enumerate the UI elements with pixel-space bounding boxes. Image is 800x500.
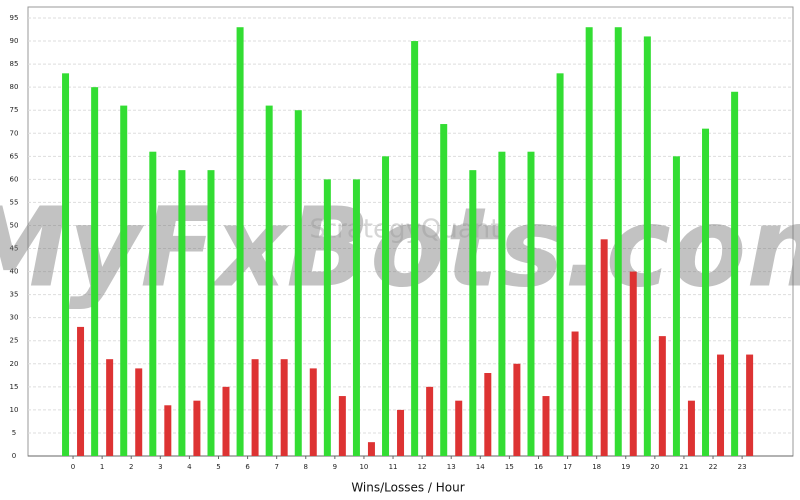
x-tick-label: 12 bbox=[418, 463, 427, 471]
bar bbox=[484, 373, 492, 456]
x-tick-label: 19 bbox=[621, 463, 630, 471]
y-tick-label: 90 bbox=[10, 37, 19, 45]
bar bbox=[77, 326, 85, 456]
y-tick-label: 75 bbox=[10, 106, 19, 114]
bar bbox=[280, 359, 288, 456]
bar bbox=[426, 386, 434, 456]
bar bbox=[352, 179, 360, 457]
bar bbox=[556, 73, 564, 456]
y-tick-label: 35 bbox=[10, 291, 19, 299]
x-tick-label: 2 bbox=[129, 463, 133, 471]
bar bbox=[309, 368, 317, 456]
x-tick-label: 3 bbox=[158, 463, 162, 471]
x-tick-label: 11 bbox=[389, 463, 398, 471]
x-tick-label: 16 bbox=[534, 463, 543, 471]
y-tick-label: 50 bbox=[10, 221, 19, 229]
bar bbox=[527, 151, 535, 456]
bar bbox=[382, 156, 390, 456]
bar bbox=[542, 396, 550, 456]
y-tick-label: 0 bbox=[12, 452, 16, 460]
y-tick-label: 5 bbox=[12, 429, 16, 437]
bar bbox=[323, 179, 331, 457]
x-tick-label: 14 bbox=[476, 463, 485, 471]
bar bbox=[717, 354, 725, 456]
x-tick-label: 1 bbox=[100, 463, 104, 471]
bar bbox=[629, 271, 637, 456]
bar bbox=[236, 27, 244, 457]
y-tick-label: 25 bbox=[10, 337, 19, 345]
bar bbox=[643, 36, 651, 456]
bar bbox=[294, 110, 302, 457]
x-tick-label: 7 bbox=[274, 463, 278, 471]
y-tick-label: 80 bbox=[10, 83, 19, 91]
y-tick-label: 60 bbox=[10, 175, 19, 183]
bar bbox=[440, 124, 448, 456]
y-tick-label: 95 bbox=[10, 14, 19, 22]
y-tick-label: 15 bbox=[10, 383, 19, 391]
y-tick-label: 30 bbox=[10, 314, 19, 322]
bar bbox=[731, 91, 739, 456]
x-tick-label: 21 bbox=[679, 463, 688, 471]
bar bbox=[222, 386, 230, 456]
x-tick-label: 20 bbox=[650, 463, 659, 471]
x-tick-label: 18 bbox=[592, 463, 601, 471]
bar bbox=[469, 170, 477, 456]
y-tick-label: 85 bbox=[10, 60, 19, 68]
bar bbox=[397, 409, 405, 456]
bar bbox=[62, 73, 70, 456]
bar bbox=[455, 400, 463, 456]
bar bbox=[702, 128, 710, 456]
bar bbox=[367, 442, 375, 456]
y-tick-label: 45 bbox=[10, 245, 19, 253]
x-tick-label: 23 bbox=[738, 463, 747, 471]
x-tick-label: 17 bbox=[563, 463, 572, 471]
bar bbox=[106, 359, 114, 456]
bar bbox=[658, 336, 666, 456]
y-tick-label: 20 bbox=[10, 360, 19, 368]
y-tick-label: 40 bbox=[10, 268, 19, 276]
x-tick-label: 4 bbox=[187, 463, 192, 471]
watermark: MyFxBots.com bbox=[0, 183, 800, 311]
x-tick-label: 9 bbox=[333, 463, 337, 471]
x-tick-label: 6 bbox=[245, 463, 250, 471]
bar bbox=[120, 105, 128, 456]
bar bbox=[338, 396, 346, 456]
x-tick-label: 15 bbox=[505, 463, 514, 471]
y-tick-label: 10 bbox=[10, 406, 19, 414]
bar bbox=[178, 170, 186, 456]
bar bbox=[193, 400, 201, 456]
bar bbox=[614, 27, 622, 457]
bar bbox=[164, 405, 172, 456]
y-tick-label: 65 bbox=[10, 152, 19, 160]
x-tick-label: 0 bbox=[71, 463, 75, 471]
bar bbox=[135, 368, 143, 456]
bar bbox=[265, 105, 273, 456]
bar bbox=[672, 156, 680, 456]
y-tick-label: 70 bbox=[10, 129, 19, 137]
bar bbox=[207, 170, 215, 456]
x-tick-label: 13 bbox=[447, 463, 456, 471]
y-tick-label: 55 bbox=[10, 198, 19, 206]
x-tick-label: 5 bbox=[216, 463, 220, 471]
x-tick-label: 8 bbox=[304, 463, 308, 471]
bar bbox=[571, 331, 579, 456]
bar bbox=[498, 151, 506, 456]
bar bbox=[513, 363, 521, 456]
x-axis-label: Wins/Losses / Hour bbox=[351, 481, 464, 495]
bar bbox=[251, 359, 259, 456]
x-tick-label: 22 bbox=[709, 463, 718, 471]
bar bbox=[149, 151, 157, 456]
bar bbox=[91, 87, 99, 456]
bar bbox=[411, 41, 419, 456]
watermark: StrategyQuant bbox=[310, 215, 501, 245]
bar bbox=[687, 400, 695, 456]
bar bbox=[600, 239, 608, 456]
x-tick-label: 10 bbox=[359, 463, 368, 471]
bar bbox=[746, 354, 754, 456]
bar bbox=[585, 27, 593, 457]
